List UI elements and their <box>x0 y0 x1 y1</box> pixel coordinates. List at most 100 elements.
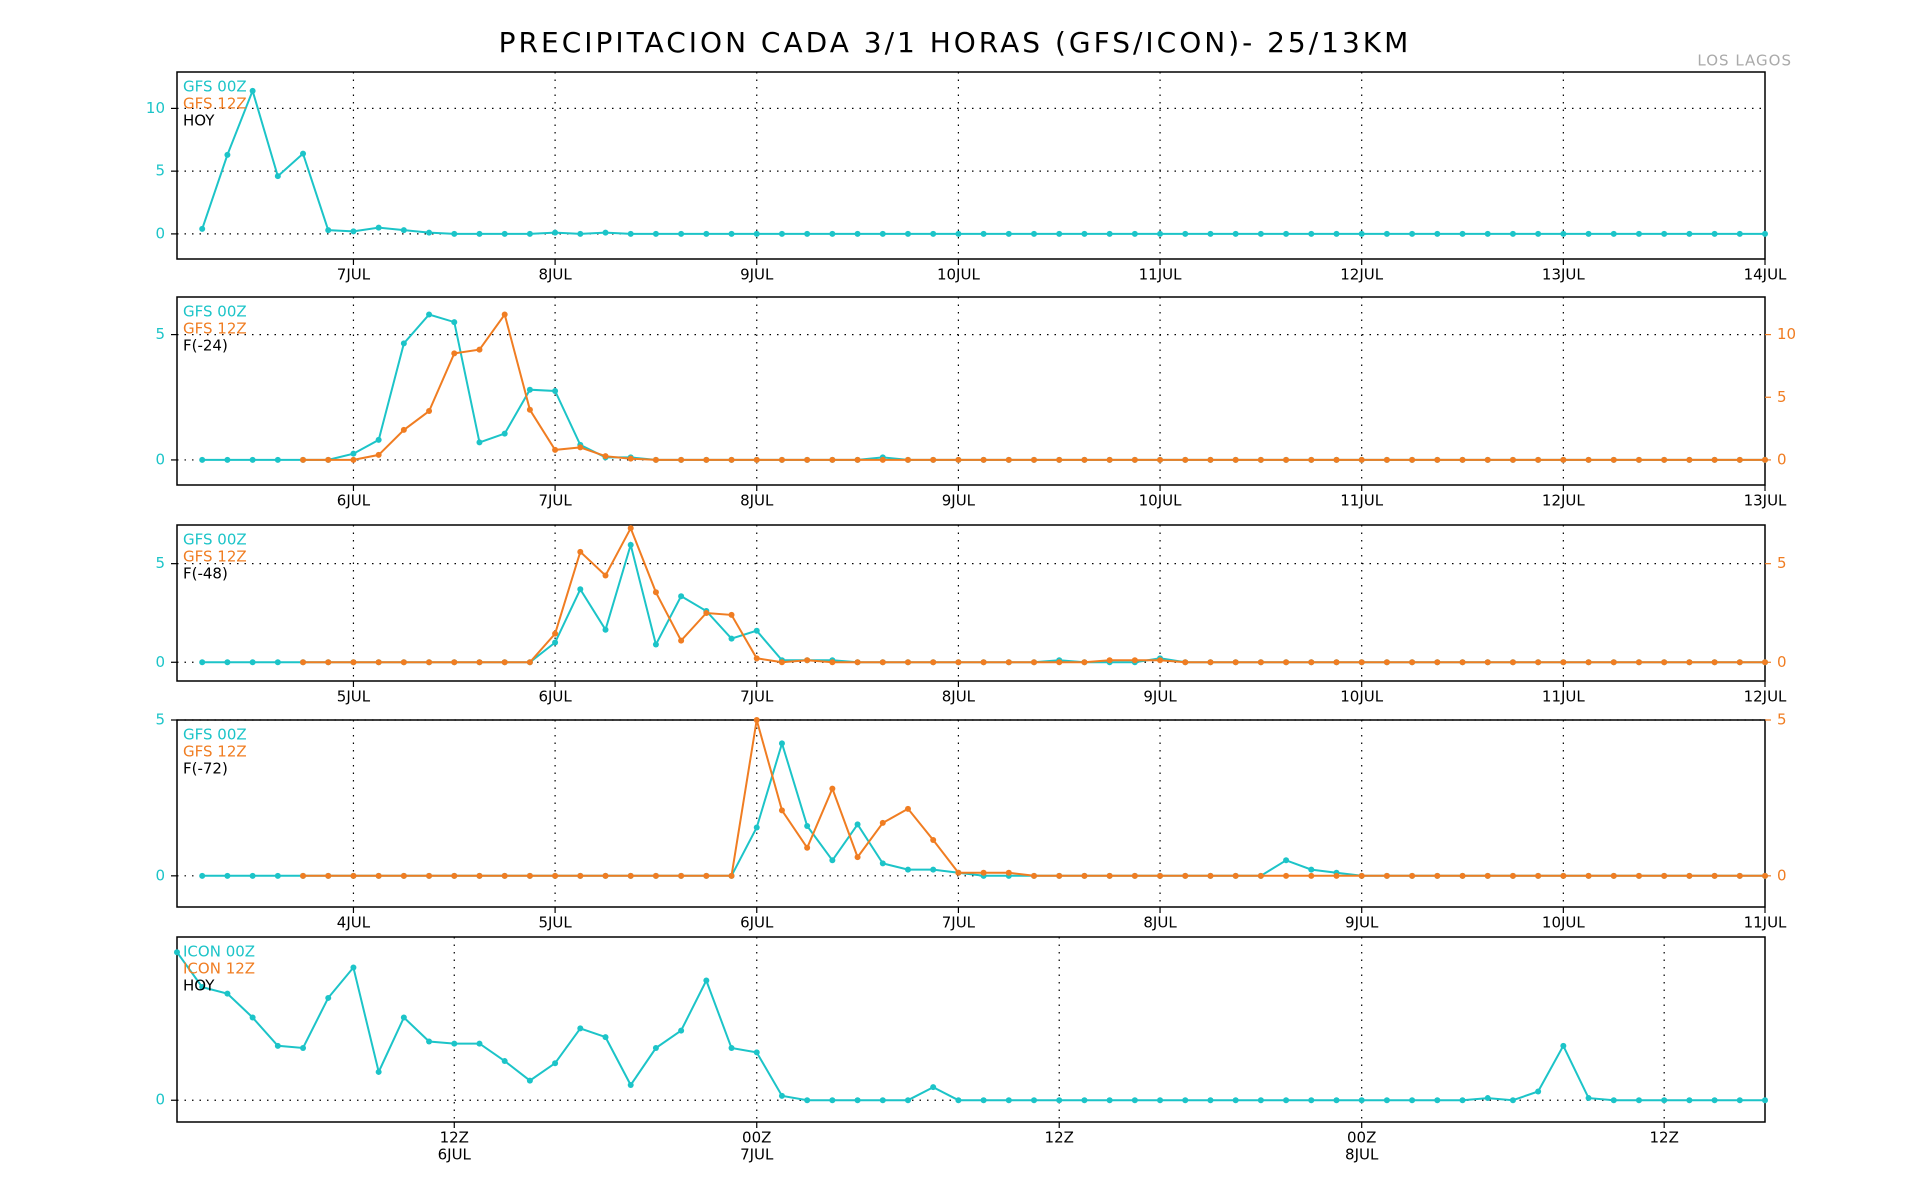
data-point <box>224 456 231 463</box>
data-point <box>1635 659 1642 666</box>
data-point <box>879 1097 886 1104</box>
data-point <box>829 230 836 237</box>
data-point <box>249 872 256 879</box>
data-point <box>1736 1097 1743 1104</box>
data-point <box>1535 872 1542 879</box>
data-point <box>753 824 760 831</box>
data-point <box>627 230 634 237</box>
data-point <box>249 1014 256 1021</box>
data-point <box>778 807 785 814</box>
data-point <box>627 872 634 879</box>
data-point <box>854 659 861 666</box>
chart-title: PRECIPITACION CADA 3/1 HORAS (GFS/ICON)-… <box>499 26 1412 59</box>
data-point <box>1459 456 1466 463</box>
data-point <box>426 872 433 879</box>
y-tick-label: 0 <box>155 1091 165 1109</box>
data-point <box>1308 866 1315 873</box>
data-point <box>753 456 760 463</box>
data-point <box>249 87 256 94</box>
data-point <box>904 866 911 873</box>
data-point <box>274 659 281 666</box>
data-point <box>602 453 609 460</box>
data-point <box>501 1058 508 1065</box>
data-point <box>1711 230 1718 237</box>
x-tick-label: 13JUL <box>1744 492 1787 510</box>
data-point <box>879 659 886 666</box>
data-point <box>1711 1097 1718 1104</box>
data-point <box>375 436 382 443</box>
data-point <box>652 1045 659 1051</box>
x-tick-label: 11JUL <box>1542 688 1585 706</box>
data-point <box>1711 872 1718 879</box>
data-point <box>1106 230 1113 237</box>
data-point <box>1661 456 1668 463</box>
data-point <box>350 659 357 666</box>
data-point <box>1736 659 1743 666</box>
data-point <box>1232 230 1239 237</box>
data-point <box>1560 659 1567 666</box>
data-point <box>1635 872 1642 879</box>
data-point <box>1308 1097 1315 1104</box>
data-point <box>1560 230 1567 237</box>
x-tick-label: 10JUL <box>1542 914 1585 932</box>
x-tick-label: 5JUL <box>337 688 371 706</box>
legend-entry: GFS 12Z <box>183 548 247 566</box>
data-point <box>1207 659 1214 666</box>
data-point <box>199 984 206 991</box>
x-tick-label: 12JUL <box>1744 688 1787 706</box>
x-tick-label: 8JUL <box>942 688 976 706</box>
data-point <box>1383 659 1390 666</box>
data-point <box>1283 456 1290 463</box>
data-point <box>552 1060 559 1067</box>
data-point <box>1459 872 1466 879</box>
x-tick-label: 6JUL <box>538 688 572 706</box>
legend-entry: GFS 12Z <box>183 743 247 761</box>
data-point <box>476 1040 483 1047</box>
data-point <box>703 977 710 984</box>
x-tick-label: 4JUL <box>337 914 371 932</box>
x-tick-label: 10JUL <box>1340 688 1383 706</box>
data-point <box>1031 230 1038 237</box>
data-point <box>1232 872 1239 879</box>
x-tick-label: 9JUL <box>1345 914 1379 932</box>
data-point <box>1257 872 1264 879</box>
data-point <box>930 659 937 666</box>
data-point <box>400 340 407 347</box>
y-tick-label: 0 <box>155 866 165 884</box>
data-point <box>274 456 281 463</box>
y-tick-label: 0 <box>155 450 165 468</box>
series-line <box>303 719 1765 877</box>
data-point <box>199 225 206 232</box>
data-point <box>1207 1097 1214 1104</box>
data-point <box>1535 659 1542 666</box>
data-point <box>1131 230 1138 237</box>
data-point <box>1081 1097 1088 1104</box>
data-point <box>350 456 357 463</box>
y-tick-label: 0 <box>155 653 165 671</box>
data-point <box>1031 872 1038 879</box>
data-point <box>753 1049 760 1056</box>
data-point <box>174 949 180 956</box>
data-point <box>577 872 584 879</box>
data-point <box>1283 857 1290 864</box>
data-point <box>1232 456 1239 463</box>
y2-tick-label: 0 <box>1777 653 1787 671</box>
data-point <box>1056 456 1063 463</box>
y2-tick-label: 10 <box>1777 325 1796 343</box>
data-point <box>955 230 962 237</box>
data-point <box>854 456 861 463</box>
data-point <box>1056 872 1063 879</box>
data-point <box>501 872 508 879</box>
series-line <box>202 541 1765 664</box>
data-point <box>602 872 609 879</box>
data-point <box>778 230 785 237</box>
data-point <box>325 456 332 463</box>
data-point <box>476 346 483 353</box>
data-point <box>526 1077 533 1084</box>
data-point <box>426 1038 433 1045</box>
data-point <box>1484 230 1491 237</box>
data-point <box>829 857 836 864</box>
data-point <box>1308 456 1315 463</box>
data-point <box>955 456 962 463</box>
x-tick-label: 12Z <box>1045 1129 1074 1147</box>
